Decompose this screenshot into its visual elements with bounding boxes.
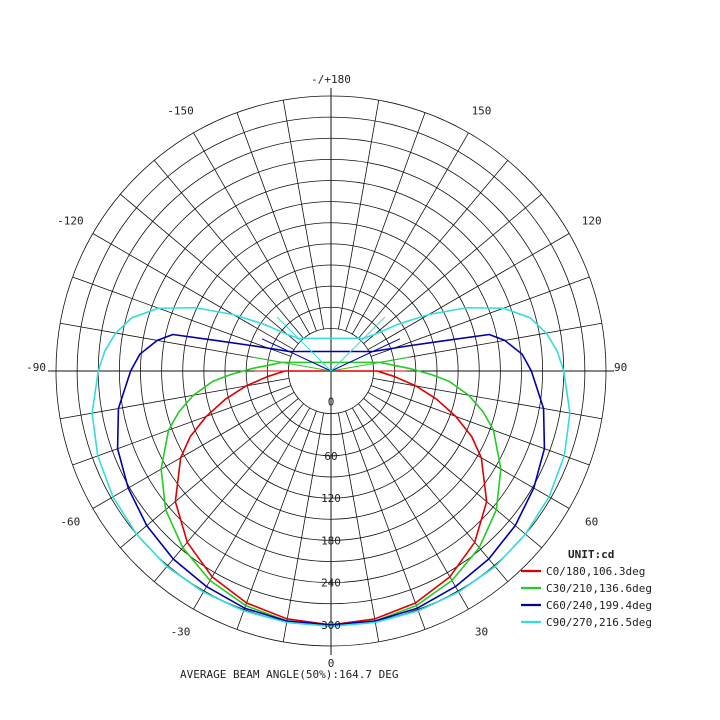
radial-tick-label: 300	[321, 619, 341, 632]
angle-label: 120	[582, 215, 602, 228]
grid-spoke	[363, 398, 542, 549]
series-curve	[160, 361, 502, 628]
grid-spoke	[92, 391, 295, 509]
grid-spoke	[345, 112, 426, 332]
radial-tick-label: 240	[321, 577, 341, 590]
grid-spoke	[345, 410, 426, 630]
series-spoke	[252, 356, 332, 372]
angle-label: 150	[472, 104, 492, 117]
series-spoke	[330, 338, 401, 372]
beam-angle-caption: AVERAGE BEAM ANGLE(50%):164.7 DEG	[180, 668, 399, 681]
grid-spoke	[120, 193, 299, 344]
grid-spoke	[370, 276, 590, 357]
grid-spoke	[60, 378, 290, 420]
legend-title: UNIT:cd	[568, 548, 614, 561]
angle-label: -150	[167, 104, 194, 117]
series-curve	[116, 333, 546, 626]
angle-label: -30	[171, 626, 191, 639]
grid-spoke	[338, 412, 380, 642]
grid-spoke	[367, 391, 570, 509]
grid-spoke	[60, 322, 290, 364]
grid-spoke	[367, 233, 570, 351]
series-spoke	[330, 356, 410, 372]
angle-label: 30	[475, 626, 488, 639]
grid-spoke	[372, 378, 602, 420]
grid-spoke	[282, 100, 324, 330]
grid-spoke	[370, 385, 590, 466]
grid-spoke	[358, 403, 509, 582]
angle-label: 90	[614, 361, 627, 374]
grid-spoke	[236, 410, 317, 630]
grid-spoke	[193, 132, 311, 335]
series-spoke	[330, 316, 386, 372]
angle-label: -/+180	[311, 73, 351, 86]
series-spoke	[276, 316, 332, 372]
grid-spoke	[153, 160, 304, 339]
radial-tick-label: 180	[321, 534, 341, 547]
grid-spoke	[193, 407, 311, 610]
grid-spoke	[72, 276, 292, 357]
grid-spoke	[372, 322, 602, 364]
grid-spoke	[351, 407, 469, 610]
legend-label: C60/240,199.4deg	[546, 599, 652, 612]
grid-spoke	[363, 193, 542, 344]
angle-label: 60	[585, 516, 598, 529]
radial-tick-label: 120	[321, 492, 341, 505]
legend: UNIT:cd C0/180,106.3deg C30/210,136.6deg C…	[521, 548, 652, 629]
angle-label: 0	[328, 657, 335, 670]
legend-label: C90/270,216.5deg	[546, 616, 652, 629]
grid-spoke	[282, 412, 324, 642]
legend-label: C30/210,136.6deg	[546, 582, 652, 595]
grid-spoke	[92, 233, 295, 351]
grid-spoke	[236, 112, 317, 332]
grid-spoke	[358, 160, 509, 339]
angle-label: -120	[57, 215, 84, 228]
axis-labels: -/+180 150 -150 120 -120 90 -90 60 -60 30 -30 0 0 60 1…	[26, 73, 627, 670]
grid-spoke	[153, 403, 304, 582]
angle-label: -60	[60, 516, 80, 529]
grid-spoke	[351, 132, 469, 335]
intensity-curves	[91, 306, 571, 628]
legend-label: C0/180,106.3deg	[546, 565, 645, 578]
grid-spoke	[338, 100, 380, 330]
radial-tick-label: 60	[324, 450, 337, 463]
series-curve	[91, 306, 571, 628]
radial-tick-label: 0	[328, 396, 335, 409]
series-spoke	[261, 338, 332, 372]
angle-label: -90	[26, 361, 46, 374]
grid-spoke	[120, 398, 299, 549]
grid-spoke	[72, 385, 292, 466]
